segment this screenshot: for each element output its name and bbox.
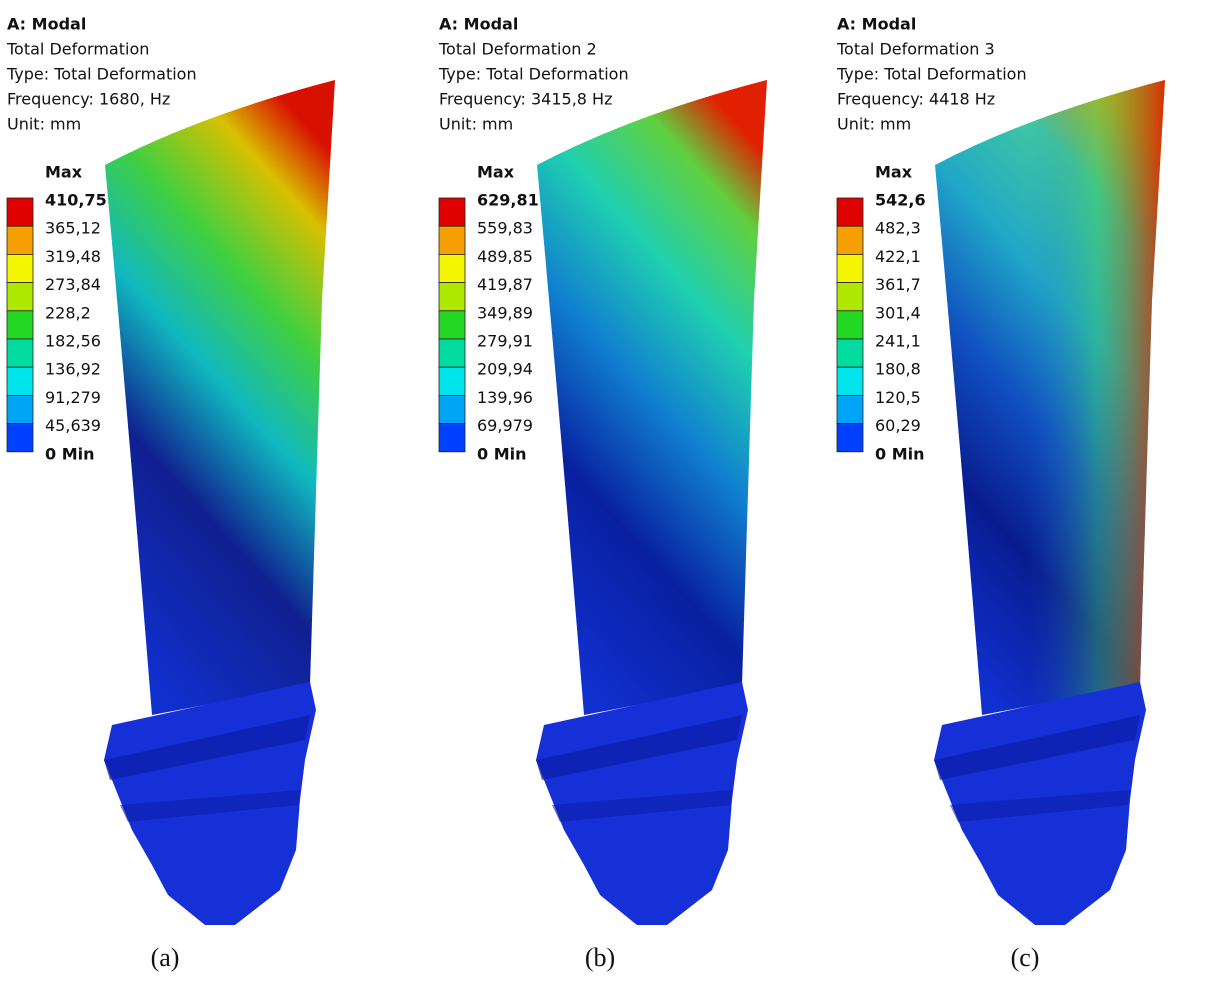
result-title: A: Modal — [7, 15, 86, 34]
legend-swatch — [836, 225, 864, 255]
result-info: Type: Total Deformation — [438, 65, 629, 84]
legend-swatch — [836, 366, 864, 396]
legend-swatch — [6, 253, 34, 283]
legend-label: 319,48 — [45, 247, 101, 266]
legend-swatch — [438, 225, 466, 255]
result-info: Unit: mm — [7, 115, 81, 134]
root-shade — [950, 790, 1130, 822]
legend-label: 120,5 — [875, 388, 921, 407]
result-info: Type: Total Deformation — [836, 65, 1027, 84]
panel: A: Modal Total Deformation 3 Type: Total D… — [836, 15, 1165, 972]
legend-label: 180,8 — [875, 360, 921, 379]
legend-label: 182,56 — [45, 332, 101, 351]
legend-swatch — [438, 253, 466, 283]
legend-label: 279,91 — [477, 332, 533, 351]
result-info: Total Deformation 2 — [438, 40, 597, 59]
result-info: Frequency: 4418 Hz — [837, 90, 995, 109]
result-info: Frequency: 1680, Hz — [7, 90, 170, 109]
legend-swatch — [438, 423, 466, 453]
legend-label: 273,84 — [45, 275, 101, 294]
legend-label: 419,87 — [477, 275, 533, 294]
legend-label: 60,29 — [875, 416, 921, 435]
result-info: Frequency: 3415,8 Hz — [439, 90, 612, 109]
legend-label: 301,4 — [875, 303, 921, 322]
legend-label: 0 Min — [477, 444, 527, 463]
legend-label: 91,279 — [45, 388, 101, 407]
legend-label: 422,1 — [875, 247, 921, 266]
caption: (a) — [151, 943, 180, 972]
legend-header: Max — [477, 163, 515, 182]
blade-airfoil — [105, 80, 335, 715]
legend-label: 0 Min — [45, 444, 95, 463]
legend-swatch — [438, 310, 466, 340]
result-info: Total Deformation — [6, 40, 149, 59]
legend-label: 482,3 — [875, 219, 921, 238]
blade-shading — [935, 80, 1165, 715]
root-shade — [934, 715, 1140, 780]
result-info: Unit: mm — [439, 115, 513, 134]
legend-label: 559,83 — [477, 219, 533, 238]
legend-swatch — [836, 197, 864, 227]
panel: A: Modal Total Deformation 2 Type: Total D… — [438, 15, 767, 972]
legend-label: 139,96 — [477, 388, 533, 407]
legend-swatch — [836, 310, 864, 340]
legend-swatch — [836, 338, 864, 368]
result-title: A: Modal — [837, 15, 916, 34]
legend-label: 136,92 — [45, 360, 101, 379]
legend-swatch — [836, 394, 864, 424]
legend-swatch — [6, 310, 34, 340]
legend-swatch — [836, 282, 864, 312]
blade-airfoil — [537, 80, 767, 715]
panel: A: Modal Total Deformation Type: Total Def… — [6, 15, 335, 972]
root-shade — [552, 790, 732, 822]
legend-label: 629,81 — [477, 191, 539, 210]
legend-header: Max — [45, 163, 83, 182]
legend-header: Max — [875, 163, 913, 182]
legend-swatch — [438, 282, 466, 312]
caption: (b) — [585, 943, 615, 972]
root-shade — [536, 715, 742, 780]
legend-swatch — [6, 338, 34, 368]
result-info: Total Deformation 3 — [836, 40, 995, 59]
root-shade — [120, 790, 300, 822]
legend-label: 0 Min — [875, 444, 925, 463]
root-shade — [104, 715, 310, 780]
legend-swatch — [438, 366, 466, 396]
legend-label: 241,1 — [875, 332, 921, 351]
legend-swatch — [438, 394, 466, 424]
legend-label: 410,75 — [45, 191, 107, 210]
legend-label: 365,12 — [45, 219, 101, 238]
legend-swatch — [438, 338, 466, 368]
legend-swatch — [6, 282, 34, 312]
legend-swatch — [836, 423, 864, 453]
legend-label: 489,85 — [477, 247, 533, 266]
legend-label: 45,639 — [45, 416, 101, 435]
legend-label: 361,7 — [875, 275, 921, 294]
legend-swatch — [6, 423, 34, 453]
legend-label: 228,2 — [45, 303, 91, 322]
legend-swatch — [6, 225, 34, 255]
legend-swatch — [836, 253, 864, 283]
result-info: Unit: mm — [837, 115, 911, 134]
legend-swatch — [6, 197, 34, 227]
caption: (c) — [1011, 943, 1040, 972]
result-title: A: Modal — [439, 15, 518, 34]
legend-label: 69,979 — [477, 416, 533, 435]
legend-swatch — [6, 366, 34, 396]
legend-swatch — [438, 197, 466, 227]
legend-label: 349,89 — [477, 303, 533, 322]
legend-label: 209,94 — [477, 360, 533, 379]
legend-label: 542,6 — [875, 191, 926, 210]
legend-swatch — [6, 394, 34, 424]
result-info: Type: Total Deformation — [6, 65, 197, 84]
